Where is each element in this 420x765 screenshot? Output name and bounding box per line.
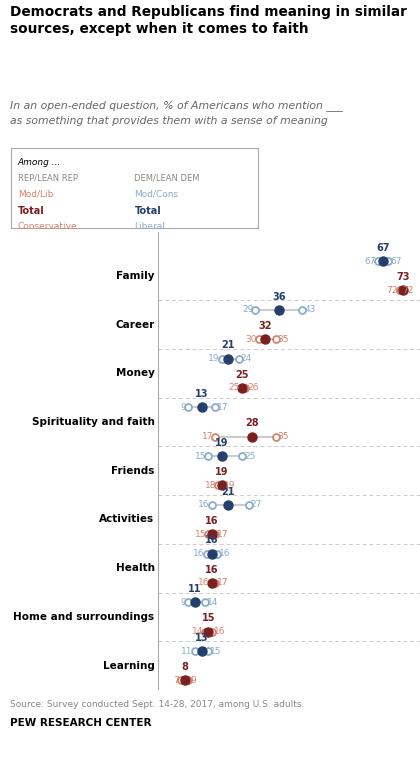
Text: DEM/LEAN DEM: DEM/LEAN DEM	[134, 174, 200, 183]
Text: 17: 17	[202, 432, 213, 441]
Text: Career: Career	[116, 320, 155, 330]
Text: 15: 15	[195, 529, 206, 539]
Text: 21: 21	[222, 340, 235, 350]
Text: 16: 16	[214, 627, 225, 636]
Text: Democrats and Republicans find meaning in similar
sources, except when it comes : Democrats and Republicans find meaning i…	[10, 5, 407, 36]
Text: Family: Family	[116, 271, 155, 281]
Text: 16: 16	[193, 549, 205, 558]
Text: 15: 15	[210, 646, 222, 656]
Text: Money: Money	[116, 368, 155, 379]
Text: 27: 27	[251, 500, 262, 509]
Text: 67: 67	[390, 257, 402, 265]
Text: 7: 7	[174, 675, 179, 685]
Text: 28: 28	[245, 418, 259, 428]
Text: 24: 24	[241, 354, 252, 363]
Text: In an open-ended question, % of Americans who mention ___: In an open-ended question, % of American…	[10, 100, 344, 111]
Text: Friends: Friends	[111, 466, 155, 476]
Text: 35: 35	[278, 335, 289, 343]
Text: 13: 13	[195, 389, 208, 399]
Text: Liberal: Liberal	[134, 223, 165, 231]
Text: 25: 25	[244, 451, 255, 461]
Text: 35: 35	[278, 432, 289, 441]
Text: Total: Total	[18, 207, 45, 216]
Text: 16: 16	[205, 565, 218, 575]
Text: 17: 17	[217, 403, 228, 412]
Text: 16: 16	[205, 516, 218, 526]
Text: 16: 16	[219, 549, 230, 558]
Text: Home and surroundings: Home and surroundings	[13, 612, 155, 622]
Text: Among ...: Among ...	[18, 158, 61, 167]
Text: Mod/Lib: Mod/Lib	[18, 190, 53, 199]
Text: 14: 14	[192, 627, 203, 636]
Text: 9: 9	[181, 403, 186, 412]
Text: 67: 67	[376, 243, 390, 253]
Text: Total: Total	[134, 207, 161, 216]
Text: PEW RESEARCH CENTER: PEW RESEARCH CENTER	[10, 718, 152, 728]
Text: 18: 18	[205, 481, 216, 490]
Text: 19: 19	[224, 481, 235, 490]
Text: 29: 29	[242, 305, 253, 314]
Text: 16: 16	[198, 578, 210, 588]
Text: as something that provides them with a sense of meaning: as something that provides them with a s…	[10, 116, 328, 126]
Text: REP/LEAN REP: REP/LEAN REP	[18, 174, 78, 183]
Text: 72: 72	[402, 286, 413, 295]
Text: 16: 16	[205, 536, 218, 545]
Text: 14: 14	[207, 597, 218, 607]
Text: 32: 32	[259, 321, 272, 331]
Text: 25: 25	[235, 369, 249, 379]
Text: 17: 17	[217, 529, 228, 539]
Text: 26: 26	[247, 383, 259, 392]
Text: 8: 8	[181, 662, 188, 672]
Text: Conservative: Conservative	[18, 223, 78, 231]
Text: 11: 11	[188, 584, 202, 594]
Text: 72: 72	[386, 286, 398, 295]
Text: 11: 11	[181, 646, 193, 656]
Text: 43: 43	[304, 305, 316, 314]
Text: 9: 9	[181, 597, 186, 607]
Text: 15: 15	[202, 614, 215, 623]
Text: Mod/Cons: Mod/Cons	[134, 190, 178, 199]
Text: 17: 17	[217, 578, 228, 588]
Text: 73: 73	[396, 272, 410, 282]
Text: Activities: Activities	[100, 515, 155, 525]
Text: 13: 13	[195, 633, 208, 643]
Text: 30: 30	[245, 335, 257, 343]
Text: 19: 19	[215, 438, 228, 448]
Text: 19: 19	[208, 354, 220, 363]
Text: Source: Survey conducted Sept. 14-28, 2017, among U.S. adults.: Source: Survey conducted Sept. 14-28, 20…	[10, 700, 305, 709]
Text: 15: 15	[195, 451, 206, 461]
Text: 21: 21	[222, 487, 235, 496]
Text: 67: 67	[365, 257, 376, 265]
Text: Learning: Learning	[102, 661, 155, 671]
Text: 9: 9	[190, 675, 196, 685]
Text: Health: Health	[116, 563, 155, 573]
Text: 19: 19	[215, 467, 228, 477]
Text: 16: 16	[198, 500, 210, 509]
Text: 25: 25	[228, 383, 240, 392]
Text: Spirituality and faith: Spirituality and faith	[32, 417, 155, 427]
Text: 36: 36	[272, 291, 286, 301]
